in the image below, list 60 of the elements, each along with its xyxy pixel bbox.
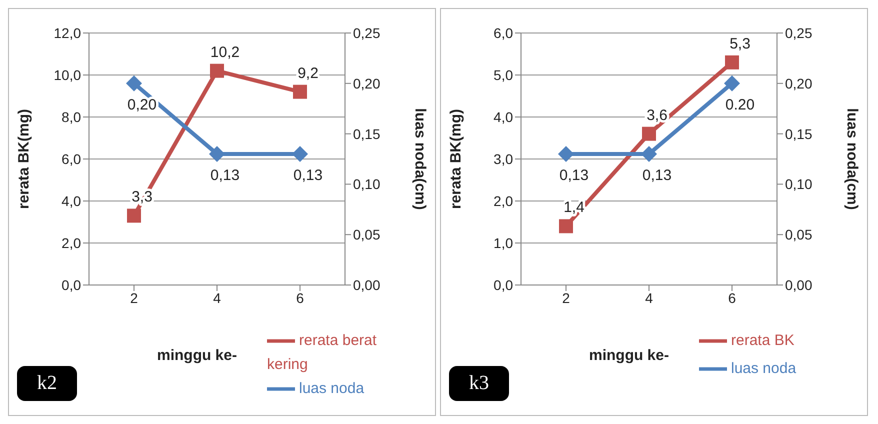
y2-tick-label: 0,10: [785, 176, 812, 192]
data-label: 0,13: [642, 166, 672, 184]
point: [559, 219, 573, 234]
y2-tick-label: 0,05: [785, 226, 812, 243]
y-tick-label: 4,0: [62, 192, 82, 209]
data-label: 0.20: [725, 96, 755, 114]
y2-tick-label: 0,15: [353, 126, 380, 142]
x-axis-title: minggu ke-: [588, 347, 670, 364]
data-label: 10,2: [210, 44, 240, 61]
point: [725, 55, 739, 70]
legend-label: luas noda: [299, 380, 364, 397]
data-label: 0,13: [559, 166, 589, 184]
y-tick-label: 12,0: [54, 24, 82, 41]
y-tick-label: 6,0: [62, 150, 82, 167]
y2-tick-label: 0,15: [785, 126, 812, 142]
data-label: 0,20: [127, 96, 157, 114]
x-tick-label: 4: [645, 290, 654, 306]
y-tick-label: 5,0: [494, 66, 514, 83]
text: k3: [449, 366, 509, 401]
y2-tick-label: 0,05: [353, 226, 380, 243]
data-label: 9,2: [298, 64, 318, 82]
x-axis-title: minggu ke-: [156, 347, 238, 364]
y-axis-title: rerata BK(mg): [15, 108, 32, 210]
y-tick-label: 3,0: [494, 150, 514, 167]
x-tick-label: 6: [728, 290, 736, 306]
y-tick-label: 2,0: [62, 234, 82, 251]
point: [210, 64, 224, 78]
y2-tick-label: 0,25: [353, 24, 380, 41]
y-tick-label: 8,0: [62, 108, 82, 125]
legend-label: rerata berat kering: [267, 332, 377, 373]
y2-axis-title: luas noda(cm): [412, 108, 429, 210]
point: [293, 84, 307, 99]
y-tick-label: 2,0: [494, 192, 514, 209]
legend-label: luas noda: [731, 360, 796, 377]
y-tick-label: 0,0: [494, 276, 514, 293]
x-tick-label: 4: [213, 290, 222, 306]
point: [642, 126, 656, 141]
y2-tick-label: 0,20: [353, 75, 380, 92]
data-label: 3,6: [646, 106, 668, 124]
y2-tick-label: 0,25: [785, 24, 812, 41]
y2-tick-label: 0,00: [785, 276, 812, 293]
x-tick-label: 2: [562, 290, 570, 306]
y2-tick-label: 0,00: [353, 276, 380, 293]
text: k2: [17, 366, 77, 401]
point: [127, 208, 141, 223]
y2-axis-title: luas noda(cm): [844, 108, 861, 210]
x-tick-label: 6: [296, 290, 304, 306]
y-tick-label: 1,0: [494, 234, 514, 251]
x-tick-label: 2: [130, 290, 138, 306]
y2-tick-label: 0,20: [785, 75, 812, 92]
legend-label: rerata BK: [731, 332, 794, 349]
y-axis-title: rerata BK(mg): [447, 108, 464, 210]
data-label: 0,13: [210, 166, 240, 184]
y2-tick-label: 0,10: [353, 176, 380, 192]
y-tick-label: 4,0: [494, 108, 514, 125]
y-tick-label: 0,0: [62, 276, 82, 293]
data-label: 5,3: [730, 35, 750, 52]
y-tick-label: 10,0: [54, 66, 82, 83]
data-label: 0,13: [293, 166, 323, 184]
y-tick-label: 6,0: [494, 24, 514, 41]
